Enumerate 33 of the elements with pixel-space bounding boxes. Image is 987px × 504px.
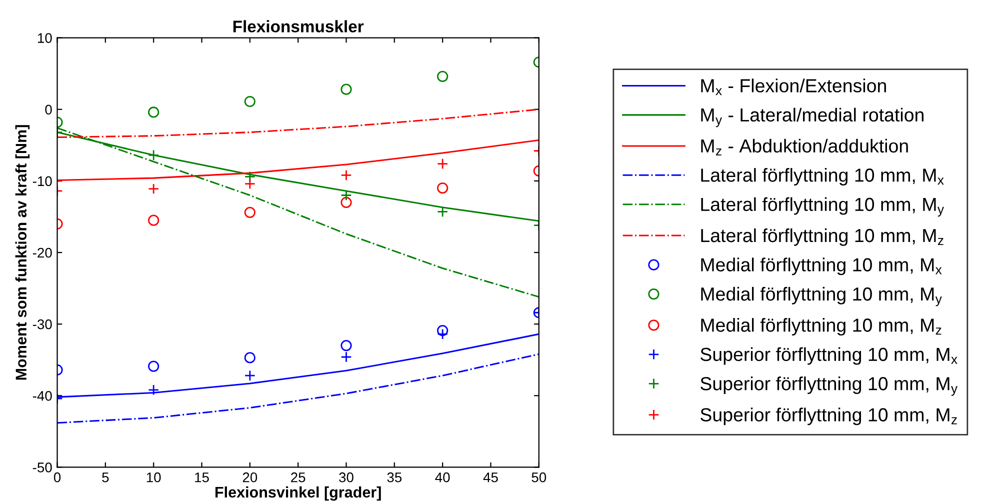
legend-label: Lateral förflyttning 10 mm, M$_{y}$ [701,197,944,217]
legend-label: Medial förflyttning 10 mm, M$_{z}$ [701,318,942,336]
y-tick-label: 0 [45,104,52,115]
y-tick-label: 10 [38,33,52,43]
x-tick-label: 20 [242,472,258,482]
legend-label: Lateral förflyttning 10 mm, M$_{z}$ [701,228,944,246]
x-tick-label: 25 [291,472,306,482]
x-tick-label: 45 [483,472,498,482]
x-tick-label: 50 [532,472,546,482]
y-tick-label: -10 [32,176,52,186]
legend-label: M$_{y}$ - Lateral/medial rotation [701,108,924,128]
legend-label: Lateral förflyttning 10 mm, M$_{x}$ [701,168,944,186]
x-tick-label: 40 [435,472,450,482]
legend-label: Superior förflyttning 10 mm, M$_{x}$ [700,347,958,365]
legend-label: Medial förflyttning 10 mm, M$_{y}$ [701,286,942,306]
y-tick-label: -40 [32,390,52,401]
x-tick-label: 0 [54,472,61,482]
legend-label: Medial förflyttning 10 mm, M$_{x}$ [701,258,942,276]
x-tick-label: 5 [102,472,109,482]
x-tick-label: 10 [146,472,161,482]
legend-label: Superior förflyttning 10 mm, M$_{z}$ [700,408,957,426]
legend-label: M$_{x}$ - Flexion/Extension [701,78,886,96]
x-tick-label: 30 [339,472,354,482]
x-tick-label: 15 [195,472,209,482]
y-tick-label: -50 [32,462,52,472]
y-tick-label: -20 [32,248,52,258]
legend-label: M$_{z}$ - Abduktion/adduktion [701,138,908,156]
legend-label: Superior förflyttning 10 mm, M$_{y}$ [700,376,958,396]
y-axis-title: Moment som funktion av kraft [Nm] [15,125,30,380]
y-tick-label: -30 [32,319,52,330]
chart-title: Flexionsmuskler [233,20,364,32]
x-axis-title: Flexionsvinkel [grader] [215,486,381,501]
x-tick-label: 35 [387,472,402,482]
